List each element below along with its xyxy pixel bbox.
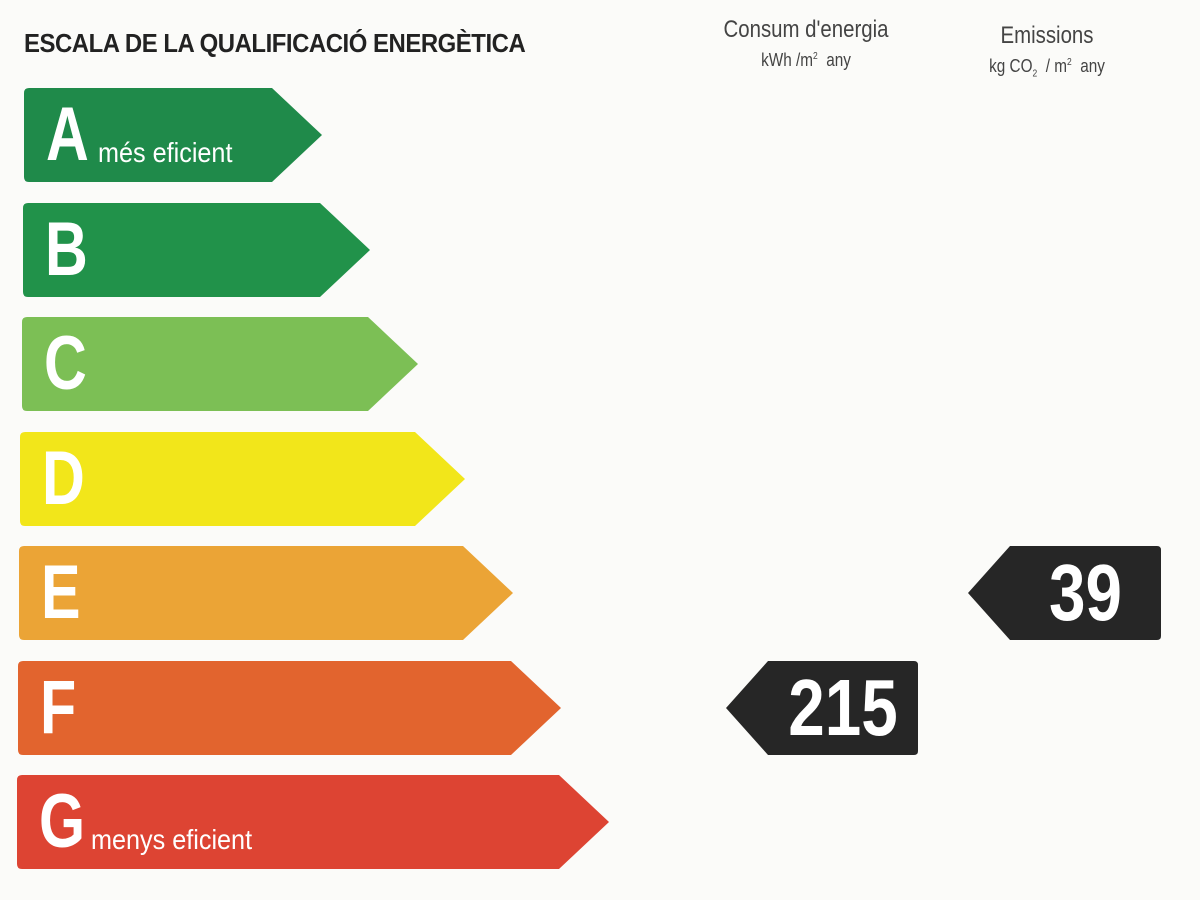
band-description: menys eficient — [91, 824, 253, 855]
band-arrow-shape — [23, 203, 370, 297]
emissions-rating-value: 39 — [1049, 548, 1122, 637]
badge-arrow-shape — [968, 546, 1161, 640]
consum-unit: kWh /m2 any — [761, 50, 851, 70]
badge-arrow-shape — [726, 661, 918, 755]
consum-rating-badge: 215 — [726, 661, 918, 755]
emissions-heading: Emissions — [1000, 22, 1094, 49]
band-letter: E — [41, 550, 81, 635]
band-description: més eficient — [98, 137, 233, 168]
band-arrow-shape — [22, 317, 418, 411]
column-header-consum: Consum d'energia kWh /m2 any — [700, 16, 912, 71]
scale-band-d: D — [20, 432, 465, 526]
band-letter: F — [40, 665, 77, 750]
band-arrow-shape — [19, 546, 513, 640]
emissions-unit: kg CO2 / m2 any — [989, 56, 1105, 80]
band-arrow-shape — [18, 661, 561, 755]
scale-band-e: E — [19, 546, 513, 640]
band-letter: D — [42, 436, 85, 521]
scale-band-f: F — [18, 661, 561, 755]
band-letter: G — [39, 779, 86, 864]
column-header-emissions: Emissions kg CO2 / m2 any — [952, 22, 1142, 80]
consum-heading: Consum d'energia — [723, 16, 889, 43]
scale-band-b: B — [23, 203, 370, 297]
band-letter: B — [45, 207, 88, 292]
scale-band-c: C — [22, 317, 418, 411]
band-arrow-shape — [24, 88, 322, 182]
consum-rating-value: 215 — [788, 663, 898, 752]
band-letter: A — [46, 92, 89, 177]
band-arrow-shape — [20, 432, 465, 526]
emissions-rating-badge: 39 — [968, 546, 1161, 640]
band-arrow-shape — [17, 775, 609, 869]
page-title: ESCALA DE LA QUALIFICACIÓ ENERGÈTICA — [24, 28, 526, 58]
band-letter: C — [44, 321, 87, 406]
